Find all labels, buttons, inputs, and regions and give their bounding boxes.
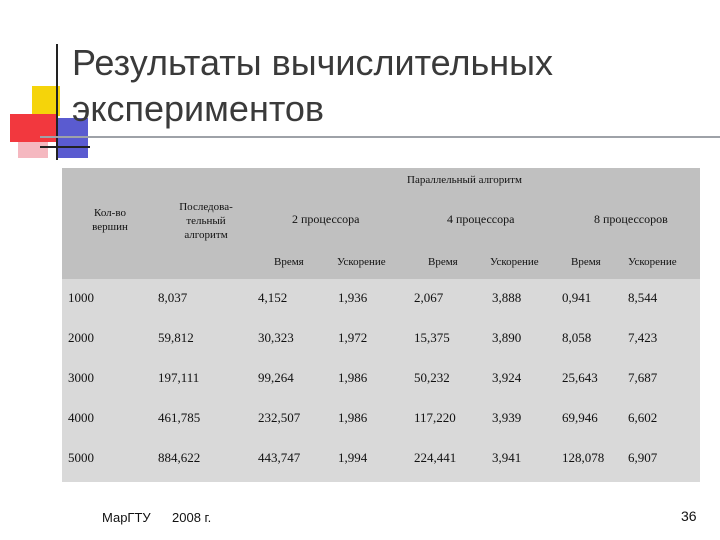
subheader-time-8: Время (571, 256, 601, 268)
cell-r5-c5: 224,441 (414, 450, 457, 465)
title-underline (40, 136, 720, 138)
footer-year: 2008 г. (172, 510, 212, 525)
cell-r1-c2: 8,037 (158, 290, 188, 305)
group-header-2proc: 2 процессора (292, 212, 360, 226)
cell-r2-c3: 30,323 (258, 330, 294, 345)
cell-r5-c6: 3,941 (492, 450, 522, 465)
cell-r3-c4: 1,986 (338, 370, 368, 385)
cell-r1-c1: 1000 (68, 290, 94, 305)
cell-r2-c2: 59,812 (158, 330, 194, 345)
cell-r5-c2: 884,622 (158, 450, 201, 465)
table-body: 1000 8,037 4,152 1,936 2,067 3,888 0,941 8,544 2… (62, 279, 700, 482)
sequential-col-header: Последова-тельный алгоритм (179, 201, 233, 241)
cell-r4-c3: 232,507 (258, 410, 301, 425)
cell-r4-c6: 3,939 (492, 410, 522, 425)
cell-r5-c1: 5000 (68, 450, 94, 465)
subheader-speedup-4: Ускорение (490, 256, 539, 268)
cell-r1-c7: 0,941 (562, 290, 592, 305)
cell-r5-c4: 1,994 (338, 450, 368, 465)
decor-horizontal-line (40, 146, 90, 148)
subheader-speedup-2: Ускорение (337, 256, 386, 268)
cell-r3-c3: 99,264 (258, 370, 294, 385)
cell-r5-c3: 443,747 (258, 450, 301, 465)
subheader-speedup-8: Ускорение (628, 256, 677, 268)
cell-r4-c2: 461,785 (158, 410, 201, 425)
decor-yellow-square (32, 86, 60, 116)
decor-blue-square (58, 118, 88, 158)
cell-r2-c4: 1,972 (338, 330, 368, 345)
cell-r3-c5: 50,232 (414, 370, 450, 385)
cell-r1-c5: 2,067 (414, 290, 444, 305)
cell-r3-c8: 7,687 (628, 370, 658, 385)
subheader-time-2: Время (274, 256, 304, 268)
slide-number: 36 (681, 508, 697, 524)
subheader-time-4: Время (428, 256, 458, 268)
cell-r2-c6: 3,890 (492, 330, 522, 345)
cell-r1-c8: 8,544 (628, 290, 658, 305)
cell-r2-c1: 2000 (68, 330, 94, 345)
footer-organization: МарГТУ (102, 510, 151, 525)
cell-r2-c7: 8,058 (562, 330, 592, 345)
cell-r4-c8: 6,602 (628, 410, 658, 425)
cell-r1-c3: 4,152 (258, 290, 288, 305)
results-table: Параллельный алгоритм Кол-во вершин Посл… (62, 168, 700, 482)
cell-r3-c1: 3000 (68, 370, 94, 385)
cell-r4-c7: 69,946 (562, 410, 598, 425)
cell-r3-c2: 197,111 (158, 370, 200, 385)
group-header-8proc: 8 процессоров (594, 212, 668, 226)
cell-r2-c5: 15,375 (414, 330, 450, 345)
cell-r5-c8: 6,907 (628, 450, 658, 465)
cell-r1-c4: 1,936 (338, 290, 368, 305)
cell-r4-c1: 4000 (68, 410, 94, 425)
decor-vertical-line (56, 44, 58, 160)
cell-r4-c4: 1,986 (338, 410, 368, 425)
vertices-col-header: Кол-во вершин (92, 207, 128, 233)
cell-r2-c8: 7,423 (628, 330, 658, 345)
cell-r3-c7: 25,643 (562, 370, 598, 385)
cell-r1-c6: 3,888 (492, 290, 522, 305)
cell-r5-c7: 128,078 (562, 450, 605, 465)
table-header: Параллельный алгоритм Кол-во вершин Посл… (62, 168, 700, 279)
cell-r4-c5: 117,220 (414, 410, 456, 425)
cell-r3-c6: 3,924 (492, 370, 522, 385)
parallel-group-header: Параллельный алгоритм (407, 174, 522, 186)
slide-title: Результаты вычислительных экспериментов (72, 42, 554, 129)
group-header-4proc: 4 процессора (447, 212, 515, 226)
